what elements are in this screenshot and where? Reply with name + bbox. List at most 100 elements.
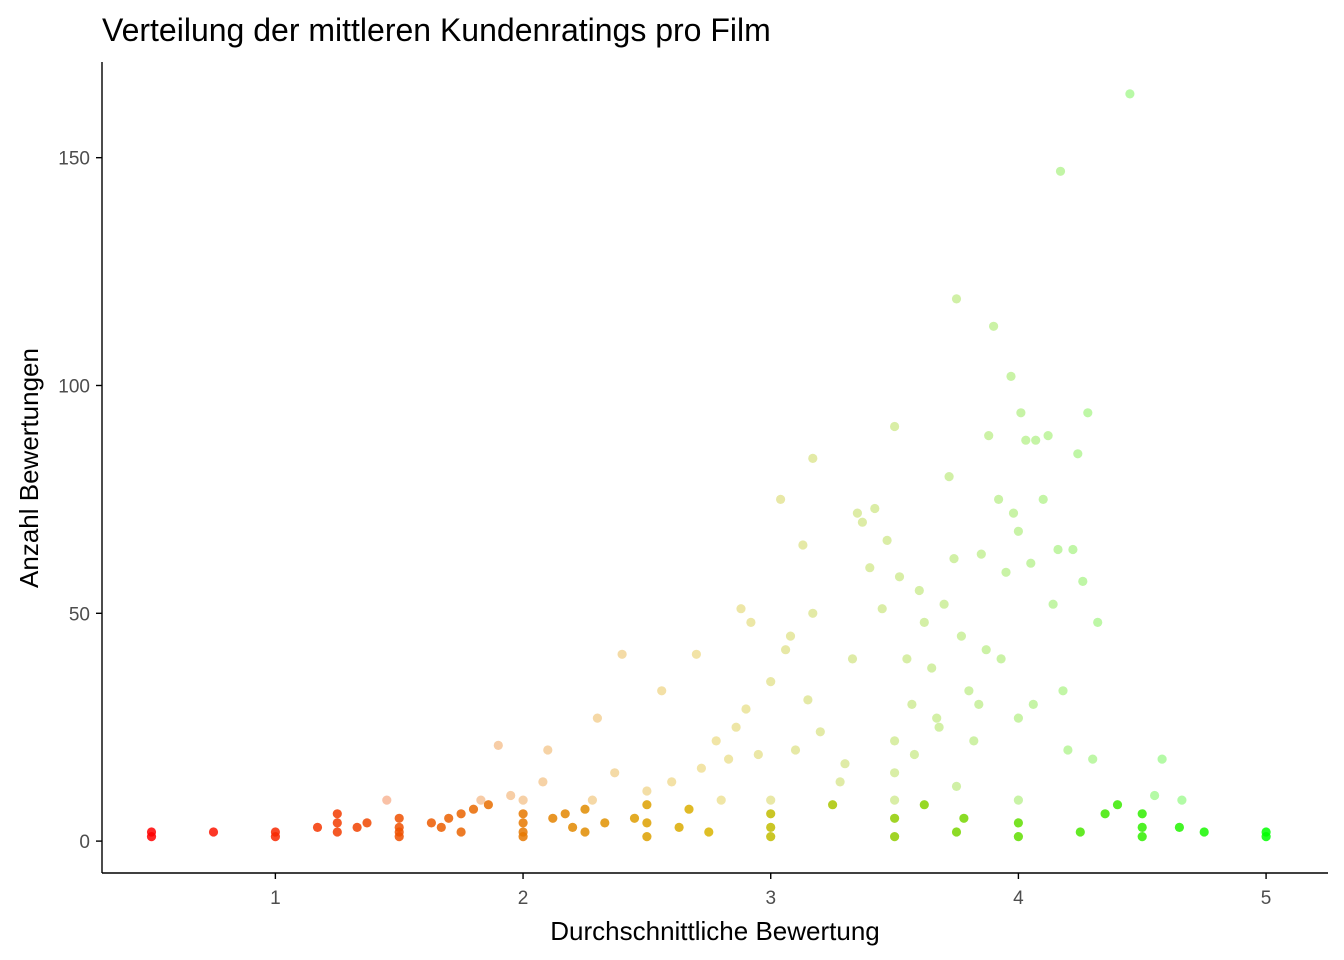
data-point xyxy=(1038,494,1048,504)
data-point xyxy=(716,795,726,805)
data-point xyxy=(890,813,900,823)
data-point xyxy=(1031,435,1041,445)
data-point xyxy=(951,294,962,304)
data-point xyxy=(1013,713,1024,723)
data-point xyxy=(994,494,1004,504)
data-point xyxy=(959,813,969,823)
data-point xyxy=(642,832,652,842)
data-point xyxy=(956,631,967,641)
data-point xyxy=(493,740,503,751)
data-point xyxy=(840,759,850,769)
data-point xyxy=(476,795,486,805)
data-point xyxy=(835,777,845,787)
x-tick-label: 2 xyxy=(518,888,529,909)
data-point xyxy=(781,645,791,655)
data-point xyxy=(436,822,446,833)
data-point xyxy=(1088,754,1098,764)
data-point xyxy=(1199,827,1209,837)
data-point xyxy=(394,822,404,833)
data-point xyxy=(1137,832,1147,842)
data-point xyxy=(642,786,652,796)
data-point xyxy=(1013,795,1024,805)
data-point xyxy=(976,549,986,559)
data-point xyxy=(312,822,323,833)
data-point xyxy=(815,727,825,737)
data-point xyxy=(919,800,929,810)
data-point xyxy=(1006,371,1016,381)
data-point xyxy=(394,813,404,823)
data-point xyxy=(890,832,900,842)
data-point xyxy=(642,800,652,810)
plot-area xyxy=(101,62,1328,874)
data-point xyxy=(852,508,863,518)
data-point xyxy=(949,554,959,564)
data-point xyxy=(1053,544,1063,555)
data-point xyxy=(1261,827,1271,837)
data-point xyxy=(766,832,776,842)
data-point xyxy=(691,649,702,659)
data-point xyxy=(1150,790,1160,801)
data-point xyxy=(996,654,1006,664)
data-point xyxy=(919,617,929,628)
data-point xyxy=(1157,754,1167,764)
data-point xyxy=(1016,408,1026,418)
data-point xyxy=(1021,435,1031,445)
data-point xyxy=(890,768,900,778)
data-point xyxy=(1137,809,1147,819)
data-point xyxy=(808,453,818,463)
data-point xyxy=(934,722,944,732)
data-point xyxy=(332,818,342,828)
data-point xyxy=(890,736,900,746)
data-point xyxy=(657,686,667,696)
data-point xyxy=(1112,800,1123,810)
data-point xyxy=(642,818,652,828)
data-point xyxy=(857,517,868,527)
data-point xyxy=(766,822,776,833)
data-point xyxy=(964,686,974,696)
data-point xyxy=(1008,508,1019,518)
data-point xyxy=(332,809,342,819)
data-point xyxy=(766,795,776,805)
data-point xyxy=(610,768,620,778)
x-tick-label: 1 xyxy=(270,888,281,909)
data-point xyxy=(270,827,280,837)
chart-title: Verteilung der mittleren Kundenratings p… xyxy=(102,12,771,48)
data-point xyxy=(870,503,880,514)
data-point xyxy=(560,809,570,819)
data-point xyxy=(736,604,746,614)
data-point xyxy=(1137,822,1147,833)
data-point xyxy=(932,713,942,723)
data-point xyxy=(741,704,751,714)
data-point xyxy=(1055,166,1066,176)
data-point xyxy=(587,795,598,805)
data-point xyxy=(1058,686,1068,696)
data-point xyxy=(1078,576,1088,587)
data-point xyxy=(766,809,776,819)
data-point xyxy=(543,745,553,755)
data-point xyxy=(944,472,954,482)
data-point xyxy=(580,804,590,814)
data-point xyxy=(592,713,603,723)
data-point xyxy=(667,777,677,787)
data-point xyxy=(696,763,707,773)
data-point xyxy=(1100,809,1110,819)
data-point xyxy=(1068,544,1078,555)
data-point xyxy=(1026,558,1036,568)
data-point xyxy=(951,781,962,792)
data-point xyxy=(548,813,558,823)
y-tick-label: 100 xyxy=(58,376,90,397)
data-point xyxy=(828,800,838,810)
data-point xyxy=(724,754,734,764)
data-point xyxy=(847,654,858,664)
data-point xyxy=(785,631,796,641)
data-point xyxy=(1043,431,1053,441)
data-point xyxy=(382,795,392,805)
data-point xyxy=(629,813,640,823)
data-point xyxy=(1063,745,1073,755)
data-point xyxy=(890,421,900,432)
y-axis-label: Anzahl Bewertungen xyxy=(14,348,44,588)
data-point xyxy=(600,818,610,828)
y-axis-ticks: 0 50 100 150 xyxy=(58,149,102,853)
data-point xyxy=(518,795,528,805)
data-point xyxy=(969,736,979,746)
